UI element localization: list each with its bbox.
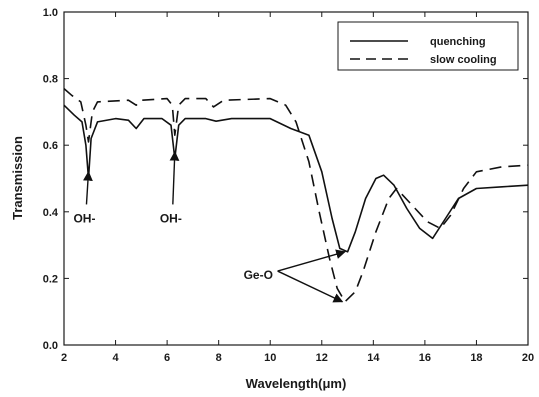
x-tick-label: 18 <box>470 352 482 364</box>
legend-box <box>337 21 519 71</box>
legend: quenching slow cooling <box>337 21 519 71</box>
x-tick-label: 14 <box>367 352 380 364</box>
x-tick-label: 20 <box>522 352 534 364</box>
x-tick-label: 8 <box>216 352 222 364</box>
x-tick-label: 12 <box>316 352 328 364</box>
series-line-slow-cooling <box>63 87 529 303</box>
series-layer <box>63 87 529 303</box>
annotation-arrow <box>169 150 180 205</box>
y-tick-label: 0.4 <box>43 207 59 219</box>
x-axis-ticks: 2 4 6 8 10 12 14 16 18 20 <box>61 12 534 364</box>
y-axis-title: Transmission <box>10 136 25 220</box>
annotation-arrow <box>83 170 93 205</box>
plot-frame <box>63 11 529 346</box>
legend-label-quenching: quenching <box>430 36 486 48</box>
x-tick-label: 10 <box>264 352 276 364</box>
y-tick-label: 0.6 <box>43 140 58 152</box>
x-tick-label: 16 <box>419 352 431 364</box>
annotation-label: OH- <box>160 211 182 225</box>
x-tick-label: 4 <box>112 352 119 364</box>
y-tick-label: 1.0 <box>43 7 58 19</box>
annotation-label: Ge-O <box>244 268 273 282</box>
y-axis-ticks: 0.0 0.2 0.4 0.6 0.8 1.0 <box>43 7 528 352</box>
y-tick-label: 0.0 <box>43 340 58 352</box>
annotation-arrow <box>277 270 344 303</box>
annotation-arrow <box>277 249 346 272</box>
annotation-layer: OH- OH- Ge-O <box>73 150 346 303</box>
x-axis-title: Wavelength(μm) <box>246 376 347 391</box>
y-tick-label: 0.8 <box>43 74 58 86</box>
legend-label-slow-cooling: slow cooling <box>430 54 497 66</box>
x-tick-label: 6 <box>164 352 170 364</box>
series-line-quenching <box>63 104 529 253</box>
y-tick-label: 0.2 <box>43 273 58 285</box>
annotation-label: OH- <box>73 211 95 225</box>
x-tick-label: 2 <box>61 352 67 364</box>
